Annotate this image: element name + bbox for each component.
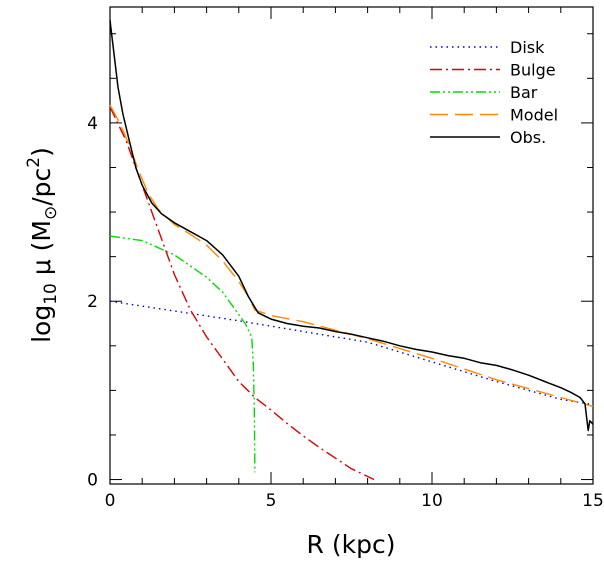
y-axis-title-mid: μ (M [27,220,56,283]
x-tick-label: 15 [582,491,604,511]
axis-tick-labels: 0 5 10 15 0 2 4 [87,114,604,511]
y-tick-label: 0 [87,471,98,491]
y-axis-title-sun: ⊙ [41,206,61,220]
legend-label-bar: Bar [510,83,538,102]
legend: Disk Bulge Bar Model Obs. [430,38,558,147]
y-axis-title-sup: 2 [24,157,44,168]
series-lines [109,20,594,481]
legend-label-obs: Obs. [510,128,546,147]
series-line-obs [109,20,594,432]
x-tick-label: 0 [105,491,116,511]
legend-label-model: Model [510,106,558,125]
legend-label-disk: Disk [510,38,545,57]
y-tick-label: 4 [87,114,98,134]
series-line-disk [109,300,594,406]
axis-ticks [109,7,594,484]
y-tick-label: 2 [87,292,98,312]
y-axis-title-unit: /pc [27,168,56,206]
legend-label-bulge: Bulge [510,61,556,80]
plot-frame [109,6,594,485]
series-line-bar [109,235,256,473]
series-line-model [109,104,594,408]
y-axis-title-close: ) [27,147,56,157]
y-axis-title-sub: 10 [41,283,61,305]
y-axis-title: log10 μ (M⊙/pc2) [24,147,61,343]
x-axis-title: R (kpc) [307,530,396,559]
y-axis-title-main: log [27,305,56,343]
series-line-bulge [109,106,375,481]
x-tick-label: 10 [421,491,443,511]
x-tick-label: 5 [266,491,277,511]
